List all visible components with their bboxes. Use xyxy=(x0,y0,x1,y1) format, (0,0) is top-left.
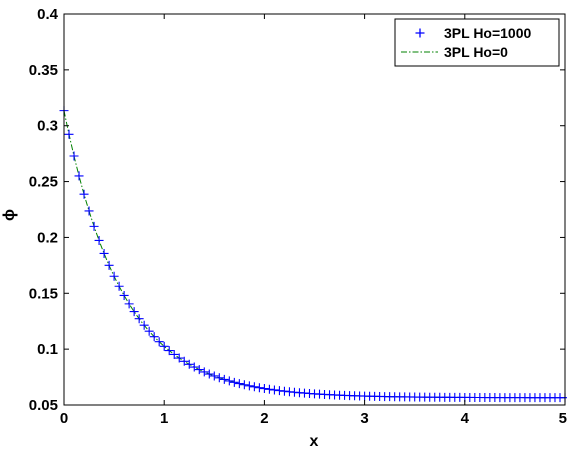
data-point xyxy=(164,346,174,356)
plot-area xyxy=(64,14,565,405)
x-tick-label: 2 xyxy=(260,410,268,427)
data-point xyxy=(149,332,159,342)
x-tick-label: 1 xyxy=(160,410,168,427)
x-tick-label: 3 xyxy=(360,410,368,427)
data-point xyxy=(189,362,199,372)
data-point xyxy=(144,326,154,336)
data-point xyxy=(254,383,264,393)
y-axis-title: ϕ xyxy=(1,209,18,221)
series-3pl-ho1000-layer xyxy=(59,106,567,403)
legend-label-3pl-ho1000: 3PL Ho=1000 xyxy=(444,25,532,41)
y-tick-label: 0.35 xyxy=(29,62,58,79)
x-tick-label: 0 xyxy=(60,410,68,427)
data-point xyxy=(89,221,99,231)
x-tick-label: 5 xyxy=(559,410,567,427)
axes-box xyxy=(63,13,566,406)
data-point xyxy=(179,356,189,366)
tick-labels: 0 1 2 3 4 5 0.05 0.1 0.15 0.2 0.25 0.3 0.35 0.4 xyxy=(29,6,567,427)
x-axis-title: x xyxy=(310,433,319,450)
data-point xyxy=(104,260,114,270)
data-point xyxy=(199,367,209,377)
data-point xyxy=(274,386,284,396)
data-point xyxy=(159,341,169,351)
data-point xyxy=(234,379,244,389)
data-point xyxy=(74,171,84,181)
legend-marker-3pl-ho1000 xyxy=(415,28,425,38)
data-point xyxy=(244,381,254,391)
data-point xyxy=(154,337,164,347)
data-point xyxy=(84,206,94,216)
legend-label-3pl-ho0: 3PL Ho=0 xyxy=(444,44,508,60)
data-point xyxy=(269,385,279,395)
data-point xyxy=(209,371,219,381)
data-point xyxy=(239,380,249,390)
data-point xyxy=(129,307,139,317)
plot-background xyxy=(64,14,565,405)
y-tick-label: 0.2 xyxy=(37,229,58,246)
y-tick-label: 0.3 xyxy=(37,118,58,135)
data-point xyxy=(119,290,129,300)
data-point xyxy=(219,374,229,384)
data-point xyxy=(214,373,224,383)
data-point xyxy=(114,281,124,291)
y-tick-label: 0.25 xyxy=(29,174,58,191)
legend-plus-icon xyxy=(415,28,425,38)
data-point xyxy=(184,359,194,369)
axes xyxy=(63,13,566,406)
data-point xyxy=(99,248,109,258)
y-tick-label: 0.1 xyxy=(37,341,58,358)
data-point xyxy=(264,384,274,394)
data-point xyxy=(109,271,119,281)
data-point xyxy=(124,299,134,309)
data-point xyxy=(229,377,239,387)
data-point xyxy=(249,382,259,392)
data-point xyxy=(79,189,89,199)
x-tick-label: 4 xyxy=(461,410,470,427)
data-point xyxy=(204,369,214,379)
data-point xyxy=(64,129,74,139)
legend-box xyxy=(394,18,560,67)
data-point xyxy=(134,314,144,324)
y-tick-label: 0.15 xyxy=(29,285,58,302)
legend: 3PL Ho=1000 3PL Ho=0 xyxy=(394,18,560,67)
data-point xyxy=(259,384,269,394)
data-point xyxy=(224,376,234,386)
data-point xyxy=(139,320,149,330)
data-point xyxy=(69,151,79,161)
y-tick-label: 0.05 xyxy=(29,397,58,414)
data-point xyxy=(174,353,184,363)
data-point xyxy=(94,235,104,245)
data-point xyxy=(169,349,179,359)
y-tick-label: 0.4 xyxy=(37,6,59,23)
data-point xyxy=(194,365,204,375)
